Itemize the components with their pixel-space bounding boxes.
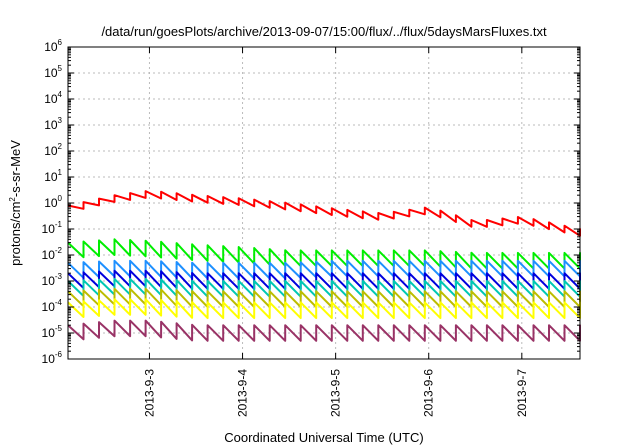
y-tick-base: 10 <box>42 300 56 314</box>
y-tick-label: 105 <box>44 64 62 80</box>
y-tick-exponent: -4 <box>55 298 63 307</box>
y-tick-exponent: -6 <box>55 350 63 359</box>
y-tick-exponent: 2 <box>58 142 63 151</box>
y-tick-base: 10 <box>44 196 58 210</box>
y-tick-exponent: 1 <box>58 168 63 177</box>
y-tick-label: 10-3 <box>42 272 63 288</box>
x-tick-label: 2013-9-6 <box>422 369 436 417</box>
y-tick-label: 10-4 <box>42 298 63 314</box>
y-axis-label-main: protons/cm <box>8 202 23 266</box>
y-tick-exponent: 3 <box>58 116 63 125</box>
y-tick-base: 10 <box>42 248 56 262</box>
y-axis-label: protons/cm2-s-sr-MeV <box>8 140 23 266</box>
y-tick-label: 10-2 <box>42 246 63 262</box>
y-tick-label: 102 <box>44 142 62 158</box>
y-tick-label: 10-6 <box>42 350 63 366</box>
y-tick-exponent: 5 <box>58 64 63 73</box>
x-tick-label: 2013-9-4 <box>236 369 250 417</box>
x-tick-label: 2013-9-7 <box>515 369 529 417</box>
series-line-2 <box>67 238 581 270</box>
y-tick-exponent: 0 <box>58 194 63 203</box>
series-group <box>67 190 581 342</box>
chart-title: /data/run/goesPlots/archive/2013-09-07/1… <box>101 24 547 39</box>
y-axis-label-rest: -s-sr-MeV <box>8 140 23 197</box>
y-axis-label-sup: 2 <box>8 197 17 202</box>
y-tick-base: 10 <box>44 144 58 158</box>
y-tick-base: 10 <box>42 222 56 236</box>
y-tick-base: 10 <box>42 352 56 366</box>
y-tick-label: 100 <box>44 194 62 210</box>
y-tick-exponent: -3 <box>55 272 63 281</box>
y-tick-label: 101 <box>44 168 62 184</box>
y-ticks: 10-610-510-410-310-210-11001011021031041… <box>42 38 580 366</box>
series-line-8 <box>67 319 581 342</box>
y-tick-base: 10 <box>44 118 58 132</box>
series-line-1 <box>67 190 581 237</box>
y-tick-base: 10 <box>42 274 56 288</box>
y-tick-label: 104 <box>44 90 62 106</box>
y-tick-exponent: -1 <box>55 220 63 229</box>
y-tick-base: 10 <box>44 40 58 54</box>
y-tick-exponent: 4 <box>58 90 63 99</box>
y-tick-label: 103 <box>44 116 62 132</box>
y-tick-base: 10 <box>44 92 58 106</box>
y-tick-label: 106 <box>44 38 62 54</box>
y-tick-base: 10 <box>44 170 58 184</box>
series-line-7 <box>67 298 581 320</box>
y-tick-label: 10-5 <box>42 324 63 340</box>
y-tick-base: 10 <box>42 326 56 340</box>
y-tick-base: 10 <box>44 66 58 80</box>
y-tick-exponent: -5 <box>55 324 63 333</box>
x-ticks: 2013-9-3 2013-9-4 2013-9-5 2013-9-6 2013-9-7 <box>142 47 529 417</box>
x-tick-label: 2013-9-5 <box>329 369 343 417</box>
x-tick-label: 2013-9-3 <box>142 369 156 417</box>
x-axis-label: Coordinated Universal Time (UTC) <box>224 430 423 445</box>
y-tick-exponent: -2 <box>55 246 63 255</box>
y-tick-label: 10-1 <box>42 220 63 236</box>
y-tick-exponent: 6 <box>58 38 63 47</box>
